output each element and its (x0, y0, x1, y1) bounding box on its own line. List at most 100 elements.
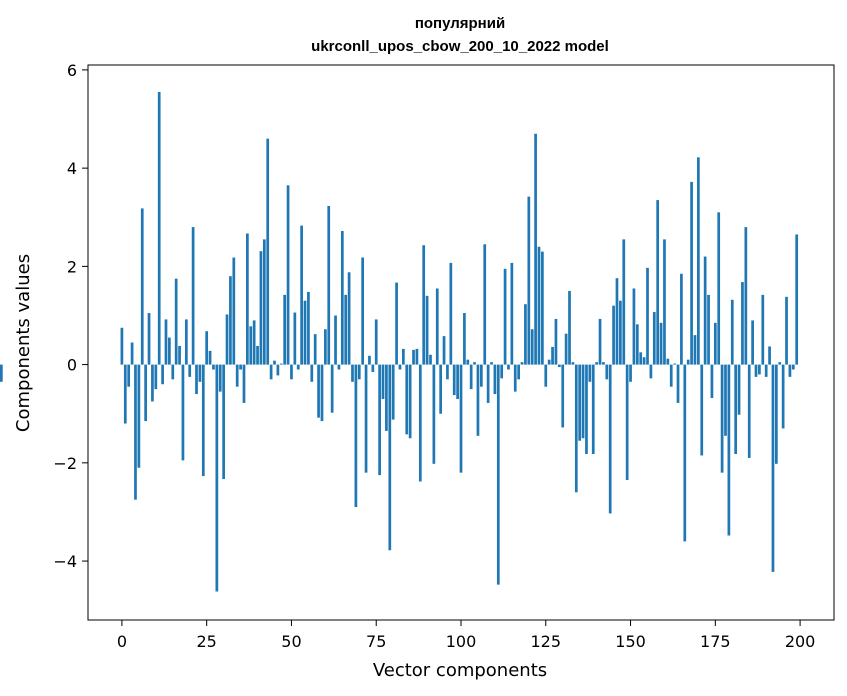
bar-114 (507, 364, 510, 370)
bar-170 (697, 157, 700, 365)
x-tick-label-100: 100 (446, 632, 477, 651)
bar-132 (568, 290, 571, 365)
bar-195 (781, 364, 785, 429)
bar-52 (296, 364, 300, 370)
bar-142 (602, 362, 605, 365)
bar-163 (673, 363, 676, 365)
bar-47 (279, 363, 283, 365)
bar-86 (412, 349, 415, 365)
bar-82 (398, 364, 402, 370)
bar-51 (293, 312, 297, 365)
bar-129 (557, 364, 561, 368)
bar-183 (741, 282, 744, 365)
bar-127 (551, 346, 554, 365)
bar-71 (361, 257, 365, 365)
bar-19 (184, 319, 188, 365)
bar-131 (564, 333, 568, 365)
bar-165 (680, 273, 683, 365)
bar-33 (232, 257, 236, 365)
bar-173 (707, 294, 710, 365)
bar-35 (239, 364, 242, 370)
bar-134 (574, 364, 578, 493)
bar-18 (181, 364, 185, 461)
bar-78 (385, 364, 388, 431)
bar-124 (541, 251, 544, 365)
bar-141 (598, 318, 602, 365)
bar-68 (351, 364, 354, 382)
bar-91 (429, 354, 432, 365)
bar-79 (388, 364, 392, 551)
bar-45 (273, 360, 276, 365)
bar-48 (283, 294, 287, 365)
bar-95 (442, 336, 446, 365)
x-tick-label-50: 50 (281, 632, 301, 651)
bar-65 (340, 231, 344, 365)
bars-group (0, 92, 799, 592)
bar-22 (195, 364, 198, 395)
bar-159 (659, 322, 663, 365)
bar-155 (646, 267, 649, 365)
bar-180 (730, 299, 734, 365)
bar-197 (788, 364, 792, 377)
bar-74 (371, 364, 375, 372)
bar-167 (686, 359, 690, 365)
bar-189 (761, 294, 765, 365)
bar-94 (439, 364, 443, 414)
bar-84 (405, 364, 409, 435)
bar-85 (408, 364, 412, 439)
bar-2 (127, 364, 131, 387)
bar-199 (795, 234, 799, 365)
bar-90 (425, 295, 429, 365)
x-tick-label-125: 125 (530, 632, 561, 651)
bar-121 (530, 329, 534, 365)
y-tick-label-4: 4 (67, 159, 77, 178)
bar-156 (649, 364, 653, 379)
bar-9 (151, 364, 154, 402)
bar-119 (524, 304, 527, 365)
bar-138 (588, 364, 592, 382)
bar-60 (324, 329, 327, 365)
bar-54 (303, 300, 307, 365)
bar-171 (700, 364, 704, 456)
bar-37 (246, 233, 249, 365)
bar-49 (286, 185, 290, 365)
bar-101 (463, 313, 466, 365)
bar-57 (313, 334, 317, 365)
bar-29 (218, 364, 222, 392)
bar-177 (720, 364, 724, 473)
bar-96 (446, 364, 449, 380)
bar-42 (262, 239, 266, 365)
bar-92 (432, 364, 436, 464)
bar-169 (693, 335, 697, 365)
bar-67 (347, 272, 351, 365)
bar-98 (452, 364, 456, 396)
bar-15 (171, 364, 175, 380)
bar-194 (778, 362, 782, 365)
bar-61 (327, 205, 331, 365)
bar-143 (605, 364, 609, 380)
y-tick-label-6: 6 (67, 61, 77, 80)
bar-108 (486, 364, 490, 403)
bar-41 (259, 251, 263, 365)
bar-13 (164, 319, 168, 365)
bar-168 (690, 181, 693, 365)
bar-136 (581, 364, 585, 439)
bar-179 (727, 364, 731, 536)
bar-76 (378, 364, 381, 476)
bar-130 (561, 364, 565, 428)
bar-192 (771, 364, 775, 572)
bar-24 (201, 364, 205, 477)
bar-99 (456, 364, 459, 399)
bar-175 (713, 322, 717, 365)
bar-123 (537, 246, 541, 365)
bar-191 (768, 346, 771, 365)
bar-186 (751, 320, 754, 365)
bar-107 (483, 244, 487, 365)
x-tick-label-75: 75 (366, 632, 386, 651)
bar-20 (188, 364, 192, 377)
bar-5 (137, 364, 141, 468)
bar-193 (774, 364, 778, 464)
bar-46 (276, 364, 280, 376)
bar-43 (266, 138, 270, 365)
bar-196 (785, 296, 788, 365)
